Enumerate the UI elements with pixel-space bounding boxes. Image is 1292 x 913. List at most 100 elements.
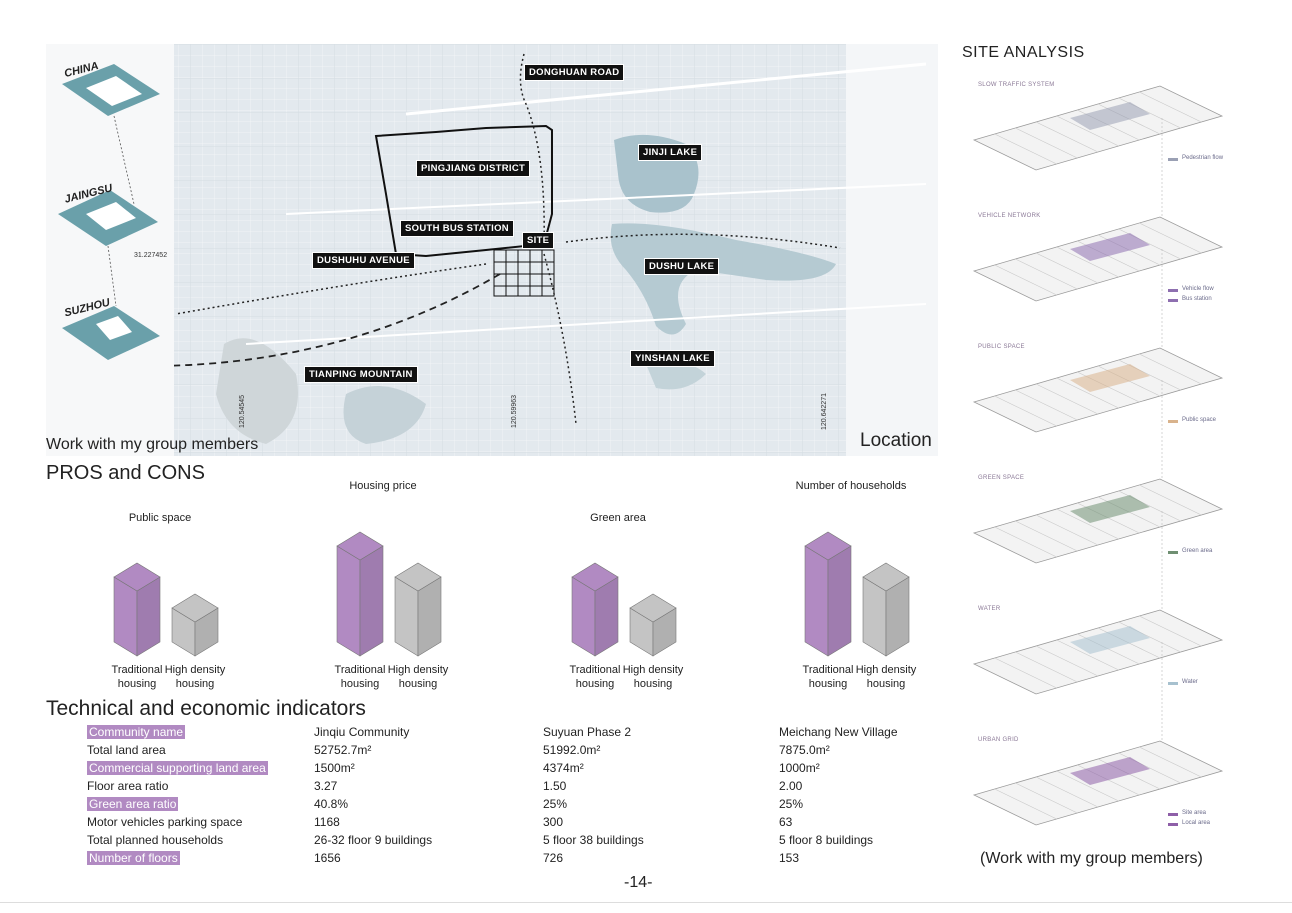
legend-label: Vehicle flow (1182, 286, 1214, 292)
category-label: High density housing (855, 664, 917, 690)
indicator-value: 5 floor 38 buildings (543, 833, 644, 847)
chart-title: Housing price (349, 480, 417, 492)
label-dushu-lake: DUSHU LAKE (644, 258, 720, 275)
legend-swatch (1168, 158, 1178, 161)
label-yinshan-lake: YINSHAN LAKE (630, 350, 715, 367)
indicator-label: Floor area ratio (87, 778, 168, 795)
bar-traditional-housing (336, 531, 384, 657)
category-label: High density housing (622, 664, 684, 690)
layer-label: WATER (978, 606, 1001, 612)
analysis-layer (972, 740, 1224, 826)
legend-swatch (1168, 289, 1178, 292)
indicator-value: Meichang New Village (779, 725, 898, 739)
bar-traditional-housing (113, 562, 161, 657)
indicator-value: 1656 (314, 851, 341, 865)
legend-label: Pedestrian flow (1182, 155, 1224, 161)
pros-cons-charts: Public space Traditional housing High dens… (111, 480, 917, 690)
indicator-label: Number of floors (87, 850, 180, 867)
bar-traditional-housing (571, 562, 619, 657)
label-donghuan-road: DONGHUAN ROAD (524, 64, 625, 81)
analysis-layer (972, 478, 1224, 642)
page-number: -14- (624, 874, 653, 891)
indicator-value: Suyuan Phase 2 (543, 725, 632, 739)
category-label: High density housing (387, 664, 449, 690)
indicator-label-text: Motor vehicles parking space (87, 815, 243, 829)
indicators-title: Technical and economic indicators (46, 697, 366, 720)
indicator-value: 63 (779, 815, 793, 829)
indicator-label-text: Total planned households (87, 833, 224, 847)
indicator-value: 1168 (314, 815, 340, 829)
bar-chart (804, 531, 910, 657)
label-site: SITE (522, 232, 555, 249)
legend-label: Green area (1182, 548, 1213, 554)
analysis-layer (972, 216, 1224, 380)
indicator-label-text: Commercial supporting land area (87, 761, 268, 775)
legend-swatch (1168, 823, 1178, 826)
location-caption: Location (860, 430, 932, 451)
category-label: Traditional housing (334, 664, 386, 690)
legend-label: Public space (1182, 417, 1217, 423)
legend-label: Bus station (1182, 296, 1212, 302)
indicator-value: 5 floor 8 buildings (779, 833, 874, 847)
legend-swatch (1168, 682, 1178, 685)
indicator-label-text: Total land area (87, 743, 166, 757)
legend-swatch (1168, 299, 1178, 302)
analysis-layer (972, 347, 1224, 511)
label-tianping-mountain: TIANPING MOUNTAIN (304, 366, 418, 383)
bar-high-density-housing (862, 562, 910, 657)
bar-high-density-housing (171, 593, 219, 657)
indicator-label: Community name (87, 724, 186, 741)
legend-label: Water (1182, 679, 1198, 685)
indicator-value: Jinqiu Community (314, 725, 410, 739)
site-analysis-title: SITE ANALYSIS (962, 44, 1085, 61)
indicator-value: 300 (543, 815, 564, 829)
indicator-value: 52752.7m² (314, 743, 372, 757)
legend-label: Local area (1182, 820, 1211, 826)
legend-swatch (1168, 420, 1178, 423)
label-south-bus-station: SOUTH BUS STATION (400, 220, 514, 237)
bar-high-density-housing (629, 593, 677, 657)
site-analysis-layers: SLOW TRAFFIC SYSTEM Pedestrian flow VEHICL… (960, 70, 1260, 850)
category-label: Traditional housing (111, 664, 163, 690)
bar-chart (113, 562, 219, 657)
indicator-value: 4374m² (543, 761, 584, 775)
layer-label: GREEN SPACE (978, 475, 1025, 481)
indicator-value: 25% (779, 797, 804, 811)
indicator-label-text: Floor area ratio (87, 779, 169, 793)
indicator-value: 1500m² (314, 761, 355, 775)
category-label: Traditional housing (802, 664, 854, 690)
indicator-value: 2.00 (779, 779, 803, 793)
chart-title: Green area (590, 512, 646, 524)
indicator-value: 1000m² (779, 761, 820, 775)
layer-label: URBAN GRID (978, 737, 1019, 743)
layer-stack-graphic (972, 85, 1224, 826)
indicator-value: 726 (543, 851, 564, 865)
bar-chart (571, 562, 677, 657)
indicator-label: Total planned households (87, 832, 223, 849)
indicator-value: 51992.0m² (543, 743, 601, 757)
label-pingjiang-district: PINGJIANG DISTRICT (416, 160, 531, 177)
indicator-value: 153 (779, 851, 800, 865)
indicator-label: Total land area (87, 742, 166, 759)
indicator-value: 25% (543, 797, 568, 811)
latitude-readout: 31.227452 (134, 252, 168, 259)
indicator-label: Motor vehicles parking space (87, 814, 242, 831)
bar-chart (336, 531, 442, 657)
footer-divider (0, 902, 1292, 903)
analysis-layer (972, 85, 1224, 249)
indicator-label-text: Green area ratio (87, 797, 179, 811)
legend-label: Site area (1182, 810, 1207, 816)
work-note: Work with my group members (46, 436, 259, 453)
indicator-value: 3.27 (314, 779, 338, 793)
indicator-label: Green area ratio (87, 796, 179, 813)
category-label: High density housing (164, 664, 226, 690)
label-jinji-lake: JINJI LAKE (638, 144, 703, 161)
legend-swatch (1168, 551, 1178, 554)
layer-label: VEHICLE NETWORK (978, 213, 1041, 219)
analysis-layer (972, 609, 1224, 773)
layer-label: SLOW TRAFFIC SYSTEM (978, 82, 1055, 88)
chart-title: Public space (128, 512, 192, 524)
indicator-value: 40.8% (314, 797, 349, 811)
indicator-label-text: Community name (87, 725, 186, 739)
indicator-label: Commercial supporting land area (87, 760, 268, 777)
